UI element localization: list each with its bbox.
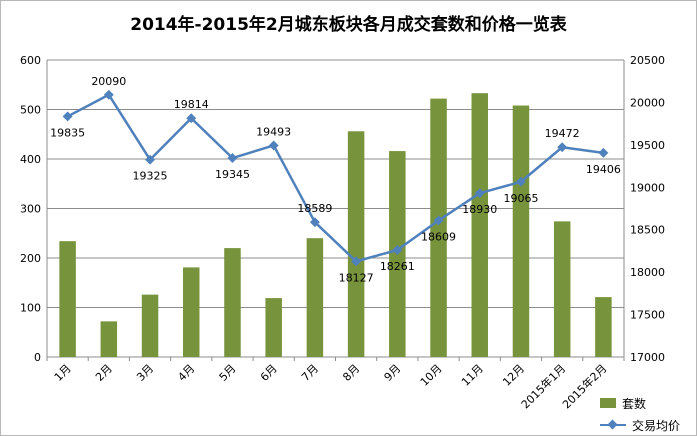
y-right-tick-label: 19000 xyxy=(630,181,665,194)
price-marker xyxy=(186,113,197,124)
price-marker xyxy=(392,245,403,255)
x-tick-label: 6月 xyxy=(258,362,280,384)
y-left-tick-label: 0 xyxy=(34,351,41,364)
bar xyxy=(183,267,200,357)
bar xyxy=(430,98,447,358)
price-line xyxy=(67,93,604,263)
y-left-tick-label: 100 xyxy=(20,302,41,315)
x-tick-label: 1月 xyxy=(52,362,74,384)
bar xyxy=(224,248,241,357)
bar xyxy=(306,238,324,357)
x-tick-label: 5月 xyxy=(217,362,239,384)
price-data-label: 19814 xyxy=(174,98,209,111)
y-right-tick-label: 20500 xyxy=(630,54,665,67)
legend-item-bar: 套数 xyxy=(600,392,680,414)
price-marker xyxy=(474,188,485,199)
y-left-tick-label: 300 xyxy=(20,203,41,216)
legend-label-bar: 套数 xyxy=(622,396,647,411)
bar xyxy=(265,298,282,357)
y-left-tick-label: 500 xyxy=(20,104,41,117)
bar xyxy=(100,321,118,357)
y-right-tick-label: 19500 xyxy=(630,139,665,152)
price-data-label: 19345 xyxy=(215,168,250,181)
x-tick-label: 11月 xyxy=(459,362,486,389)
y-right-tick-label: 18500 xyxy=(630,224,665,237)
x-tick-label: 3月 xyxy=(134,362,156,384)
bar xyxy=(141,294,159,357)
y-left-tick-label: 400 xyxy=(20,153,41,166)
price-marker xyxy=(433,215,444,226)
price-data-label: 20090 xyxy=(91,75,126,88)
x-tick-label: 4月 xyxy=(175,362,197,384)
y-left-tick-label: 200 xyxy=(20,252,41,265)
price-marker xyxy=(145,154,155,165)
price-marker xyxy=(557,142,568,153)
y-right-tick-label: 18000 xyxy=(630,266,665,279)
price-marker xyxy=(103,89,114,100)
price-data-label: 19406 xyxy=(586,163,621,176)
bar xyxy=(595,297,612,357)
x-tick-label: 7月 xyxy=(299,362,321,384)
y-right-tick-label: 20000 xyxy=(630,96,665,109)
legend-label-line: 交易均价 xyxy=(632,418,681,433)
price-marker xyxy=(227,153,238,163)
bar xyxy=(59,241,76,357)
price-data-label: 18127 xyxy=(339,271,374,284)
y-right-tick-label: 17500 xyxy=(630,309,665,322)
price-marker xyxy=(598,147,609,158)
price-data-label: 19472 xyxy=(545,127,580,140)
legend-item-line: 交易均价 xyxy=(600,414,680,436)
price-marker xyxy=(516,176,526,187)
bar xyxy=(471,93,488,357)
bar xyxy=(553,221,571,357)
price-data-label: 19325 xyxy=(133,170,168,183)
price-data-label: 18589 xyxy=(297,202,332,215)
x-tick-label: 2月 xyxy=(93,362,115,384)
price-data-label: 18930 xyxy=(462,203,497,216)
legend-swatch-line xyxy=(600,418,626,432)
x-tick-label: 8月 xyxy=(340,362,362,384)
x-tick-label: 12月 xyxy=(500,362,527,389)
price-data-label: 19835 xyxy=(50,126,85,139)
x-tick-label: 9月 xyxy=(382,362,404,384)
legend-swatch-bar xyxy=(600,398,616,408)
price-data-label: 18261 xyxy=(380,260,415,273)
chart-title: 2014年-2015年2月城东板块各月成交套数和价格一览表 xyxy=(130,15,567,35)
price-data-label: 19065 xyxy=(503,192,538,205)
y-right-tick-label: 17000 xyxy=(630,351,665,364)
bar xyxy=(512,105,530,357)
price-marker xyxy=(351,256,362,267)
price-marker xyxy=(309,217,320,228)
price-data-label: 19493 xyxy=(256,125,291,138)
legend: 套数 交易均价 xyxy=(600,392,680,436)
price-marker xyxy=(268,140,279,151)
x-tick-label: 10月 xyxy=(418,362,445,389)
price-marker xyxy=(62,111,73,122)
price-data-label: 18609 xyxy=(421,230,456,243)
y-left-tick-label: 600 xyxy=(20,54,41,67)
bar xyxy=(347,131,365,357)
